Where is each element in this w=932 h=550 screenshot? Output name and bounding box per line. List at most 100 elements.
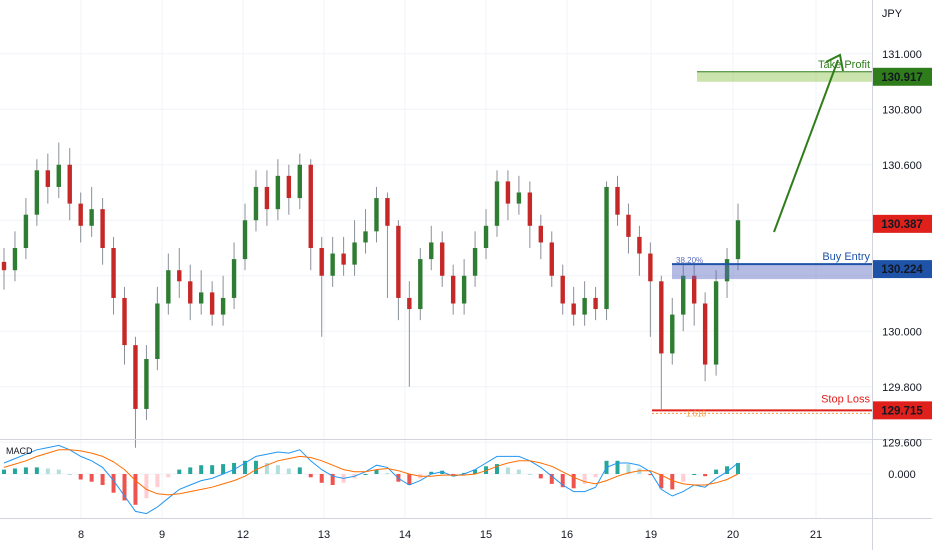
candle-body (78, 203, 83, 226)
candle-body (691, 275, 697, 304)
macd-histogram-bar (144, 474, 149, 499)
macd-pane (2, 444, 740, 515)
candle-body (133, 345, 138, 409)
macd-histogram-bar (232, 463, 237, 474)
candle-body (735, 220, 741, 260)
macd-histogram-bar (440, 470, 445, 474)
candle-body (122, 297, 127, 346)
candle-body (374, 198, 379, 232)
macd-histogram-bar (538, 474, 543, 479)
macd-histogram-bar (67, 474, 72, 475)
candle-body (494, 181, 500, 226)
price-candles (1, 142, 741, 448)
candle-body (659, 281, 664, 354)
signal-line (3, 449, 739, 496)
stop-loss-badge-text: 129.715 (881, 405, 923, 417)
macd-histogram-bar (462, 472, 467, 474)
macd-histogram-bar (166, 474, 171, 478)
candle-body (166, 270, 171, 304)
candle-body (209, 292, 215, 315)
trade-arrow (773, 59, 839, 233)
x-tick-label: 19 (645, 529, 657, 541)
candle-body (45, 170, 51, 187)
macd-histogram-bar (429, 471, 434, 474)
macd-histogram-bar (571, 474, 576, 489)
macd-histogram-bar (374, 469, 379, 474)
x-tick-label: 9 (159, 529, 165, 541)
macd-histogram-bar (385, 472, 390, 474)
macd-histogram-bar (286, 468, 291, 474)
macd-histogram-bar (89, 474, 94, 482)
macd-histogram-bar (253, 460, 258, 474)
x-tick-label: 16 (561, 529, 573, 541)
x-tick-label: 12 (237, 529, 249, 541)
take-profit-zone (697, 71, 872, 82)
candle-body (429, 242, 434, 260)
x-tick-label: 13 (318, 529, 330, 541)
macd-histogram-bar (330, 474, 335, 485)
macd-histogram-bar (177, 469, 182, 474)
macd-histogram-bar (582, 474, 587, 484)
macd-histogram-bar (560, 474, 565, 488)
trade-arrow-head (825, 53, 844, 72)
candle-body (615, 186, 620, 215)
macd-histogram-bar (593, 474, 598, 478)
candle-body (472, 248, 478, 276)
macd-histogram-bar (34, 467, 39, 474)
candle-body (560, 275, 565, 304)
candle-body (549, 242, 554, 276)
candle-body (440, 242, 445, 276)
macd-histogram-bar (188, 467, 193, 474)
candle-body (418, 259, 423, 310)
macd-histogram-bar (615, 460, 620, 474)
macd-histogram-bar (626, 464, 631, 474)
macd-histogram-bar (648, 474, 653, 476)
macd-histogram-bar (2, 469, 6, 474)
buy-entry-badge (873, 260, 932, 279)
candle-body (637, 236, 642, 254)
buy-entry-badge-text: 130.224 (881, 264, 923, 276)
take-profit-badge-text: 130.917 (881, 72, 923, 84)
candle-body (330, 253, 335, 276)
candle-body (604, 186, 609, 310)
macd-line (3, 444, 739, 515)
macd-histogram-bar (12, 468, 17, 474)
candle-body (593, 297, 598, 310)
macd-histogram-bar (473, 469, 478, 474)
macd-histogram-bar (308, 474, 313, 478)
y-tick-label: 130.600 (882, 160, 922, 172)
candle-body (253, 186, 259, 221)
candle-body (724, 259, 730, 282)
macd-histogram-bar (243, 460, 248, 474)
candle-body (100, 209, 105, 248)
macd-histogram-bar (45, 468, 50, 474)
candle-body (144, 359, 149, 409)
macd-histogram-bar (407, 474, 412, 485)
candle-body (264, 186, 270, 210)
macd-histogram-bar (297, 467, 302, 474)
candle-body (648, 253, 653, 282)
candle-body (363, 231, 368, 243)
candle-body (34, 170, 40, 215)
x-tick-label: 8 (78, 529, 84, 541)
macd-histogram-bar (703, 474, 708, 477)
y-tick-label: 130.800 (882, 104, 922, 116)
macd-histogram-bar (670, 474, 675, 490)
macd-histogram-bar (692, 474, 697, 475)
candle-body (12, 248, 18, 271)
x-tick-label: 20 (727, 529, 739, 541)
candle-body (198, 292, 204, 304)
buy-entry-zone (672, 264, 872, 280)
candle-body (89, 209, 94, 226)
macd-histogram-bar (494, 464, 499, 474)
candle-body (319, 248, 324, 276)
macd-label: MACD (6, 446, 33, 456)
macd-histogram-bar (505, 467, 510, 474)
candle-body (220, 297, 226, 315)
candle-body (450, 275, 456, 304)
macd-histogram-bar (319, 474, 324, 483)
candle-body (155, 303, 160, 359)
y-tick-label: 130.000 (882, 326, 922, 338)
